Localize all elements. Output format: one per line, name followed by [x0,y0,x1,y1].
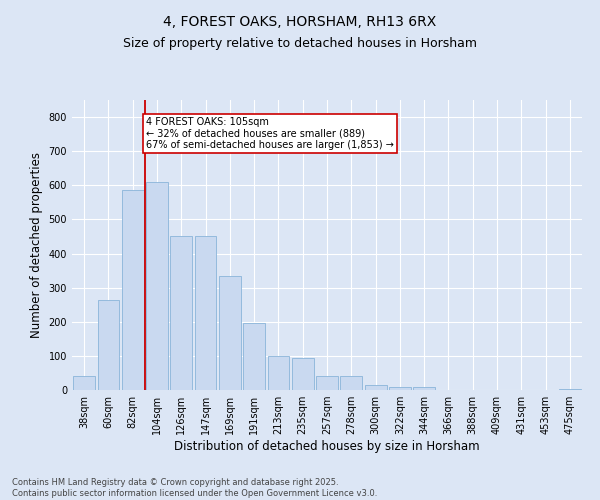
Bar [316,376,338,390]
Bar [73,376,95,390]
Y-axis label: Number of detached properties: Number of detached properties [30,152,43,338]
Bar [170,236,192,390]
Bar [194,236,217,390]
X-axis label: Distribution of detached houses by size in Horsham: Distribution of detached houses by size … [174,440,480,453]
Bar [243,324,265,390]
Bar [268,356,289,390]
Bar [97,300,119,390]
Text: 4 FOREST OAKS: 105sqm
← 32% of detached houses are smaller (889)
67% of semi-det: 4 FOREST OAKS: 105sqm ← 32% of detached … [146,117,394,150]
Bar [122,190,143,390]
Text: Contains HM Land Registry data © Crown copyright and database right 2025.
Contai: Contains HM Land Registry data © Crown c… [12,478,377,498]
Bar [340,376,362,390]
Bar [365,385,386,390]
Bar [219,276,241,390]
Text: Size of property relative to detached houses in Horsham: Size of property relative to detached ho… [123,38,477,51]
Text: 4, FOREST OAKS, HORSHAM, RH13 6RX: 4, FOREST OAKS, HORSHAM, RH13 6RX [163,15,437,29]
Bar [413,388,435,390]
Bar [146,182,168,390]
Bar [389,386,411,390]
Bar [292,358,314,390]
